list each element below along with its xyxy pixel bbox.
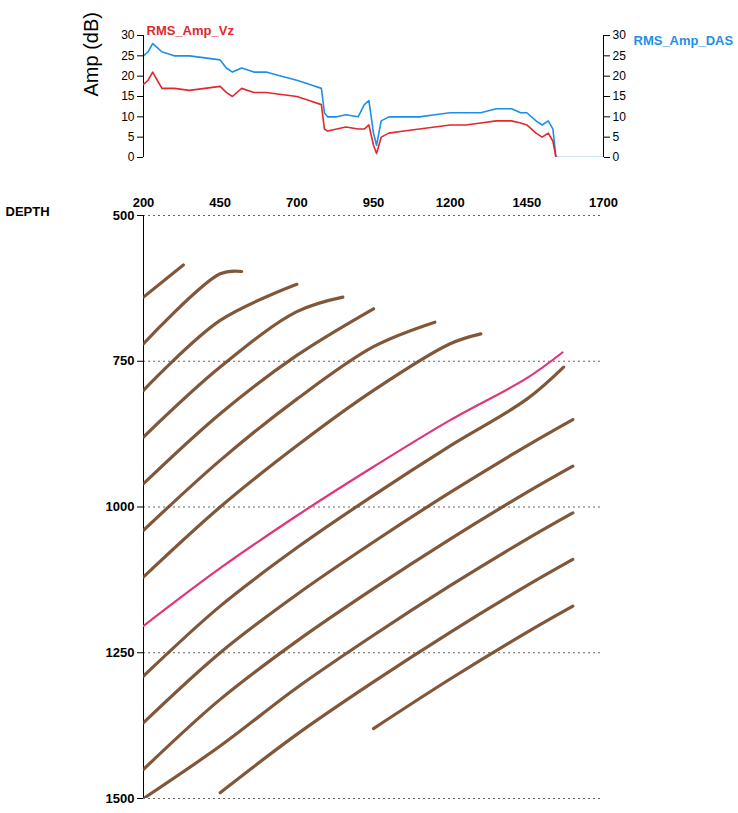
- svg-text:1450: 1450: [512, 195, 541, 210]
- svg-text:750: 750: [113, 353, 135, 368]
- svg-text:10: 10: [613, 110, 627, 124]
- svg-text:1000: 1000: [106, 499, 135, 514]
- svg-text:700: 700: [286, 195, 308, 210]
- svg-text:25: 25: [613, 49, 627, 63]
- svg-text:200: 200: [133, 195, 155, 210]
- svg-text:0: 0: [128, 150, 135, 164]
- svg-text:1200: 1200: [436, 195, 465, 210]
- svg-text:30: 30: [613, 28, 627, 42]
- svg-text:30: 30: [121, 28, 135, 42]
- svg-text:0: 0: [613, 150, 620, 164]
- svg-text:500: 500: [113, 208, 135, 223]
- svg-text:10: 10: [121, 110, 135, 124]
- svg-text:450: 450: [209, 195, 231, 210]
- svg-text:RMS_Amp_Vz: RMS_Amp_Vz: [147, 23, 235, 38]
- svg-text:1500: 1500: [106, 791, 135, 806]
- svg-text:5: 5: [128, 130, 135, 144]
- svg-text:20: 20: [613, 69, 627, 83]
- svg-text:950: 950: [363, 195, 385, 210]
- svg-text:25: 25: [121, 49, 135, 63]
- svg-text:RMS_Amp_DAS: RMS_Amp_DAS: [634, 33, 734, 48]
- svg-text:1250: 1250: [106, 645, 135, 660]
- svg-text:1700: 1700: [589, 195, 618, 210]
- svg-text:DEPTH: DEPTH: [6, 204, 50, 219]
- svg-text:Amp (dB): Amp (dB): [80, 12, 102, 96]
- svg-text:20: 20: [121, 69, 135, 83]
- svg-text:15: 15: [121, 89, 135, 103]
- svg-text:5: 5: [613, 130, 620, 144]
- svg-text:15: 15: [613, 89, 627, 103]
